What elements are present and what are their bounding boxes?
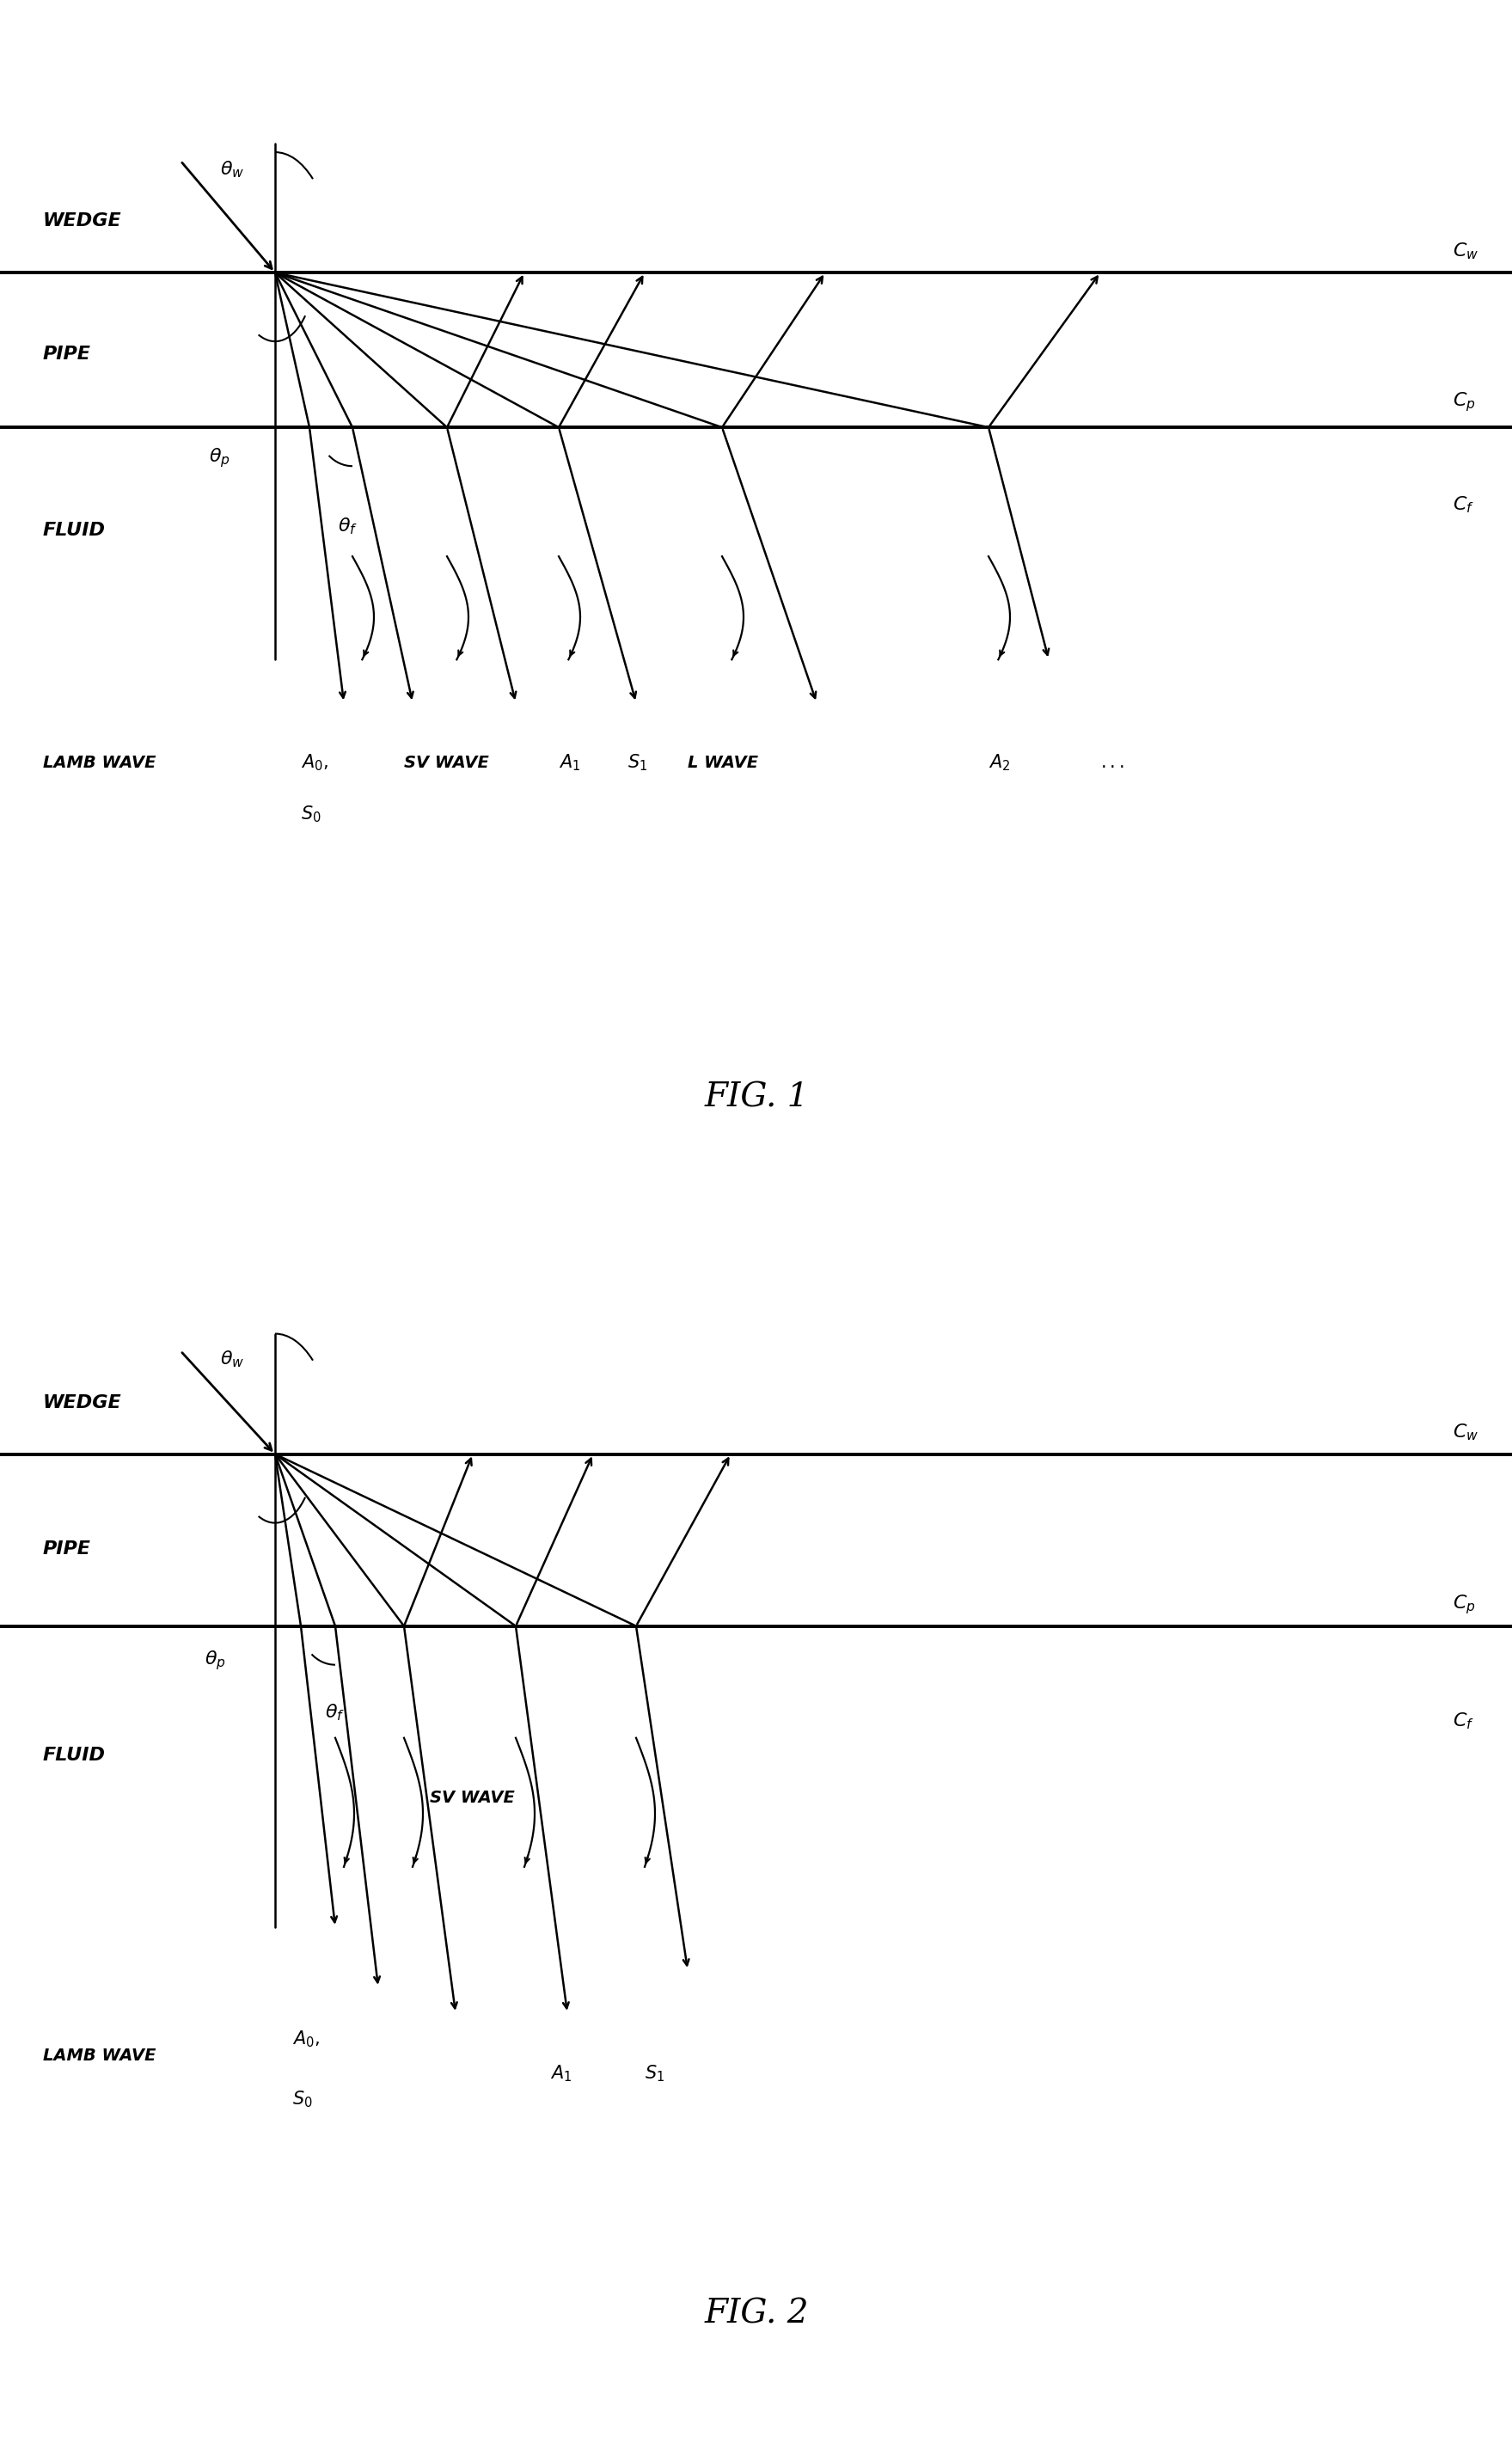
Text: $C_f$: $C_f$ [1453, 495, 1474, 514]
Text: WEDGE: WEDGE [42, 1393, 122, 1411]
Text: LAMB WAVE: LAMB WAVE [42, 754, 156, 771]
Text: L WAVE: L WAVE [688, 754, 758, 771]
Text: $C_f$: $C_f$ [1453, 1709, 1474, 1731]
Text: PIPE: PIPE [42, 345, 91, 362]
Text: LAMB WAVE: LAMB WAVE [42, 2047, 156, 2065]
Text: $A_0,$: $A_0,$ [292, 2028, 319, 2050]
Text: PIPE: PIPE [42, 1540, 91, 1558]
Text: $S_1$: $S_1$ [644, 2062, 665, 2084]
Text: $C_w$: $C_w$ [1453, 240, 1479, 262]
Text: $S_1$: $S_1$ [627, 752, 647, 774]
Text: FLUID: FLUID [42, 522, 106, 539]
Text: WEDGE: WEDGE [42, 213, 122, 230]
Text: FLUID: FLUID [42, 1746, 106, 1763]
Text: $\theta_w$: $\theta_w$ [219, 1349, 245, 1369]
Text: $A_0,$: $A_0,$ [301, 752, 328, 774]
Text: $A_1$: $A_1$ [550, 2062, 572, 2084]
Text: $S_0$: $S_0$ [292, 2089, 313, 2109]
Text: SV WAVE: SV WAVE [429, 1790, 514, 1807]
Text: $C_w$: $C_w$ [1453, 1423, 1479, 1442]
Text: $A_2$: $A_2$ [989, 752, 1010, 774]
Text: $S_0$: $S_0$ [301, 803, 321, 825]
Text: $\theta_p$: $\theta_p$ [209, 446, 230, 470]
Text: $...$: $...$ [1101, 754, 1123, 771]
Text: FIG. 2: FIG. 2 [705, 2297, 809, 2329]
Text: FIG. 1: FIG. 1 [705, 1082, 809, 1114]
Text: $C_p$: $C_p$ [1453, 389, 1476, 414]
Text: $\theta_f$: $\theta_f$ [339, 517, 358, 536]
Text: $\theta_w$: $\theta_w$ [219, 159, 245, 179]
Text: $\theta_p$: $\theta_p$ [204, 1648, 225, 1673]
Text: $C_p$: $C_p$ [1453, 1592, 1476, 1616]
Text: $\theta_f$: $\theta_f$ [325, 1702, 345, 1722]
Text: SV WAVE: SV WAVE [404, 754, 488, 771]
Text: $A_1$: $A_1$ [559, 752, 581, 774]
